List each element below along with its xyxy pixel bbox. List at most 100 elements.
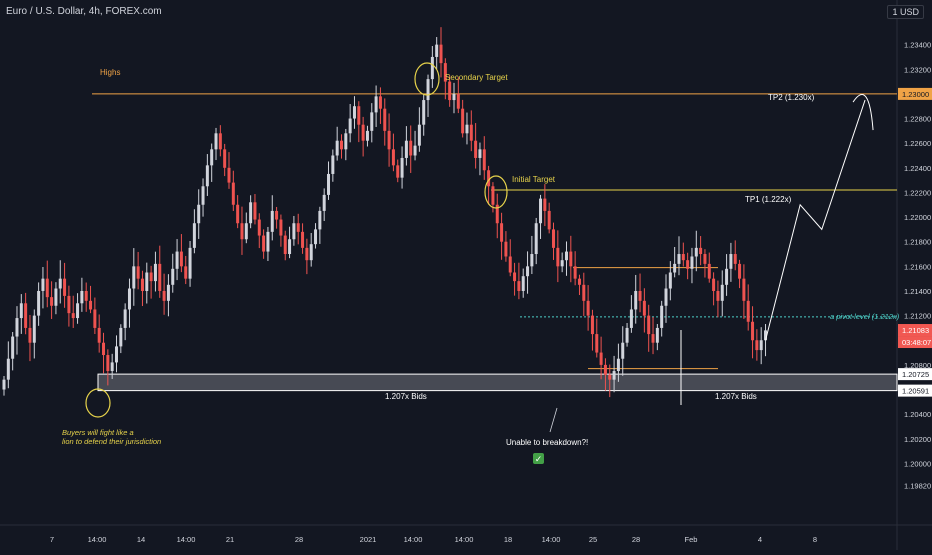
candle-body (461, 108, 465, 134)
candle-body (530, 254, 534, 267)
candle-body (253, 202, 257, 220)
candle-body (227, 167, 231, 183)
candle-body (746, 300, 750, 322)
candle-body (686, 260, 690, 269)
candle-body (456, 93, 460, 109)
x-tick-label: 7 (50, 535, 54, 544)
candle-body (67, 295, 71, 314)
y-tick-label: 1.22400 (904, 164, 931, 173)
candle-body (582, 284, 586, 301)
candle-body (383, 108, 387, 131)
candle-body (755, 340, 759, 351)
candle-body (249, 202, 253, 224)
candle-body (634, 290, 638, 310)
candle-body (192, 223, 196, 248)
candle-body (275, 210, 279, 220)
candle-body (110, 362, 114, 372)
candle-body (391, 149, 395, 166)
candle-body (716, 290, 720, 301)
candle-body (603, 364, 607, 375)
candle-body (677, 254, 681, 264)
candle-body (491, 186, 495, 205)
candle-body (63, 278, 67, 296)
candle-body (586, 300, 590, 316)
candle-body (89, 300, 93, 310)
candle-body (327, 173, 331, 195)
candle-body (733, 254, 737, 264)
candle-body (439, 44, 443, 64)
candle-body (595, 334, 599, 353)
candle-body (257, 219, 261, 236)
circle-secondary-target (414, 62, 440, 96)
candle-body (32, 315, 36, 343)
candle-body (54, 288, 58, 306)
projection-curve (852, 94, 874, 131)
candle-body (210, 149, 214, 166)
x-tick-label: 2021 (360, 535, 377, 544)
buyers-label-line2: lion to defend their jurisdiction (62, 437, 161, 446)
candle-body (495, 204, 499, 224)
x-tick-label: 14:00 (88, 535, 107, 544)
candle-body (37, 290, 41, 316)
candle-body (6, 358, 10, 380)
x-tick-label: 25 (589, 535, 597, 544)
candle-body (668, 272, 672, 289)
tp2-label: TP2 (1.230x) (768, 93, 815, 102)
candle-body (374, 96, 378, 113)
candle-body (409, 140, 413, 156)
y-tick-label: 1.20000 (904, 459, 931, 468)
candle-body (58, 278, 62, 289)
buyers-label-line1: Buyers will fight like a (62, 428, 134, 437)
candle-body (205, 165, 209, 187)
candle-body (543, 198, 547, 211)
candle-body (738, 263, 742, 279)
highs-price-tag-bg (898, 87, 932, 100)
candle-body (314, 229, 318, 245)
candle-body (132, 266, 136, 289)
y-tick-label: 1.21400 (904, 287, 931, 296)
candle-body (469, 124, 473, 141)
countdown-tag-bg (898, 336, 932, 349)
candle-body (513, 272, 517, 282)
y-tick-label: 1.22800 (904, 115, 931, 124)
candle-body (97, 327, 101, 343)
candle-body (590, 315, 594, 335)
y-tick-label: 1.22200 (904, 188, 931, 197)
candle-body (378, 96, 382, 109)
candle-body (301, 231, 305, 248)
x-tick-label: Feb (685, 535, 698, 544)
candle-body (365, 130, 369, 141)
bids-right-label: 1.207x Bids (715, 392, 757, 401)
candle-body (508, 256, 512, 273)
candle-body (71, 313, 75, 319)
candle-body (171, 268, 175, 285)
candle-body (751, 321, 755, 341)
candle-body (664, 288, 668, 306)
support-zone (97, 373, 898, 392)
candle-body (413, 145, 417, 156)
candle-body (223, 149, 227, 168)
countdown-tag: 03:48:07 (902, 338, 931, 347)
candle-body (387, 130, 391, 150)
candle-body (430, 56, 434, 80)
candle-body (339, 140, 343, 150)
y-tick-label: 1.21600 (904, 262, 931, 271)
candle-body (335, 140, 339, 156)
x-tick-label: 14:00 (542, 535, 561, 544)
x-tick-label: 14:00 (404, 535, 423, 544)
candle-body (218, 133, 222, 150)
currency-button[interactable]: 1 USD (887, 5, 924, 19)
candle-body (153, 263, 157, 282)
candle-body (452, 93, 456, 101)
candle-body (647, 315, 651, 335)
candle-body (45, 278, 49, 298)
candle-body (19, 303, 23, 319)
candle-body (638, 290, 642, 301)
candle-body (244, 223, 248, 240)
y-tick-label: 1.20200 (904, 435, 931, 444)
tp1-label: TP1 (1.222x) (745, 195, 792, 204)
candle-body (236, 204, 240, 224)
candle-body (608, 374, 612, 380)
